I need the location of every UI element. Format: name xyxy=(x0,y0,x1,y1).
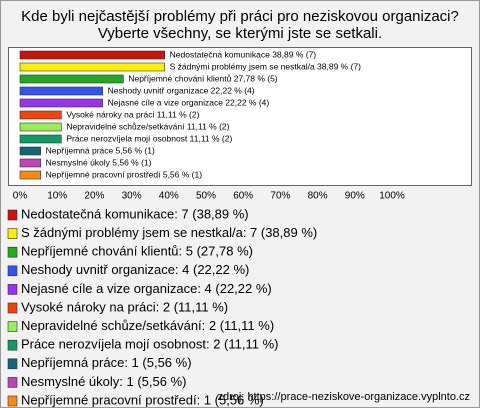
bar xyxy=(19,86,103,96)
x-tick-label: 20% xyxy=(84,191,104,202)
chart-subtitle: Vyberte všechny, se kterými jste se setk… xyxy=(98,25,382,42)
bar xyxy=(19,62,165,72)
legend-swatch xyxy=(7,377,18,388)
bar-label: Vysoké nároky na práci 11,11 % (2) xyxy=(66,109,199,119)
legend-label: S žádnými problémy jsem se nestkal/a: 7 … xyxy=(21,225,317,240)
legend-swatch xyxy=(7,321,18,332)
bar-label: Nejasné cíle a vize organizace 22,22 % (… xyxy=(108,97,270,107)
bar-label: Práce nerozvíjela mojí osobnost 11,11 % … xyxy=(66,133,232,143)
legend-swatch xyxy=(7,246,18,258)
legend-swatch xyxy=(7,265,18,277)
x-tick-label: 100% xyxy=(379,191,405,202)
source: zdroj: https://prace-neziskove-organizac… xyxy=(217,391,470,403)
x-tick-label: 40% xyxy=(159,191,179,202)
bar xyxy=(19,74,124,84)
legend-label: Nepříjemná práce: 1 (5,56 %) xyxy=(21,355,192,370)
bar-label: Nepravidelné schůze/setkávání 11,11 % (2… xyxy=(66,121,229,131)
legend-swatch xyxy=(7,228,18,239)
legend-label: Neshody uvnitř organizace: 4 (22,22 %) xyxy=(21,262,249,277)
x-tick-label: 0% xyxy=(13,191,28,202)
bar xyxy=(19,110,62,120)
x-tick-label: 50% xyxy=(196,191,216,202)
bar xyxy=(19,98,103,108)
bar-label: Nepříjemné pracovní prostředí 5,56 % (1) xyxy=(46,169,203,179)
legend-label: Nepravidelné schůze/setkávání: 2 (11,11 … xyxy=(21,318,274,333)
bar xyxy=(19,122,62,132)
legend-swatch xyxy=(7,302,18,314)
legend-label: Nesmyslné úkoly: 1 (5,56 %) xyxy=(21,374,186,389)
bar xyxy=(19,158,41,168)
legend-swatch xyxy=(7,395,18,407)
legend-swatch xyxy=(7,339,18,351)
bar-label: Neshody uvnitř organizace 22,22 % (4) xyxy=(108,85,255,95)
x-tick-label: 10% xyxy=(47,191,67,202)
chart-title: Kde byli nejčastější problémy při práci … xyxy=(21,8,459,25)
bar-label: Nesmyslné úkoly 5,56 % (1) xyxy=(46,157,152,167)
bar xyxy=(19,50,165,60)
bar xyxy=(19,134,62,144)
bar xyxy=(19,146,41,156)
legend-label: Nepříjemné pracovní prostředí: 1 (5,56 %… xyxy=(21,392,264,407)
bar-label: S žádnými problémy jsem se nestkal/a 38,… xyxy=(170,61,362,71)
x-tick-label: 60% xyxy=(233,191,253,202)
legend-label: Práce nerozvíjela mojí osobnost: 2 (11,1… xyxy=(21,337,278,352)
x-tick-label: 30% xyxy=(122,191,142,202)
x-tick-label: 70% xyxy=(270,191,290,202)
legend-swatch xyxy=(7,284,18,295)
bar xyxy=(19,170,41,180)
legend-label: Nepříjemné chování klientů: 5 (27,78 %) xyxy=(21,244,253,259)
bar-label: Nedostatečná komunikace 38,89 % (7) xyxy=(170,49,317,59)
legend-label: Nedostatečná komunikace: 7 (38,89 %) xyxy=(21,206,249,221)
legend-swatch xyxy=(7,209,18,221)
legend-label: Vysoké nároky na práci: 2 (11,11 %) xyxy=(21,299,228,314)
x-tick-label: 90% xyxy=(345,191,365,202)
bar-label: Nepříjemná práce 5,56 % (1) xyxy=(46,145,155,155)
x-tick-label: 80% xyxy=(308,191,328,202)
legend-label: Nejasné cíle a vize organizace: 4 (22,22… xyxy=(21,281,272,296)
legend-swatch xyxy=(7,358,18,370)
bar-label: Nepříjemné chování klientů 27,78 % (5) xyxy=(128,73,277,83)
